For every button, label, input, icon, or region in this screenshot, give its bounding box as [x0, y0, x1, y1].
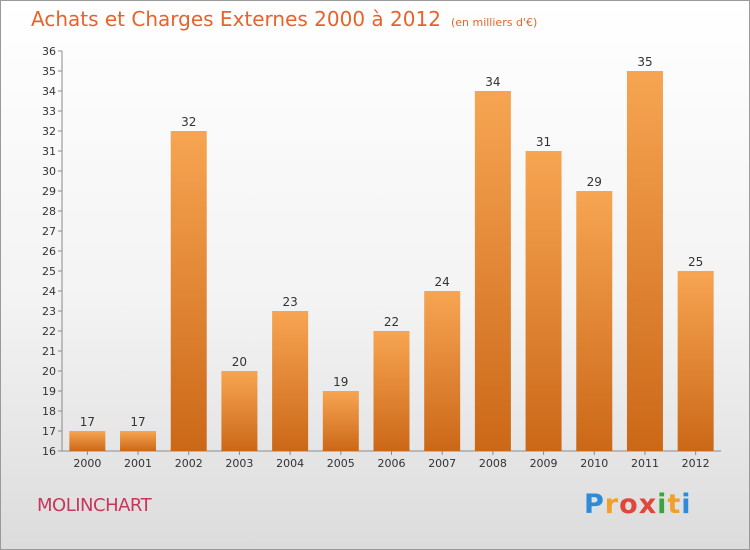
x-tick-label: 2009 — [530, 457, 558, 470]
bar — [322, 391, 359, 451]
bar-value-label: 32 — [181, 115, 196, 129]
location-name: MOLINCHART — [37, 495, 152, 516]
bar — [373, 331, 410, 451]
bar — [221, 371, 258, 451]
bar — [626, 71, 663, 451]
bar-value-label: 22 — [384, 315, 399, 329]
y-tick-label: 33 — [42, 105, 56, 118]
bar-value-label: 31 — [536, 135, 551, 149]
x-tick-label: 2004 — [276, 457, 304, 470]
bar-value-label: 23 — [282, 295, 297, 309]
y-tick-label: 30 — [42, 165, 56, 178]
y-tick-label: 17 — [42, 425, 56, 438]
bar-value-label: 25 — [688, 255, 703, 269]
y-tick-label: 24 — [42, 285, 56, 298]
y-tick-label: 21 — [42, 345, 56, 358]
y-tick-label: 29 — [42, 185, 56, 198]
y-tick-label: 26 — [42, 245, 56, 258]
chart-unit: (en milliers d'€) — [450, 16, 538, 29]
y-tick-label: 36 — [42, 45, 56, 58]
x-tick-label: 2003 — [225, 457, 253, 470]
x-tick-label: 2007 — [428, 457, 456, 470]
x-tick-label: 2002 — [175, 457, 203, 470]
x-tick-label: 2010 — [580, 457, 608, 470]
bar — [272, 311, 309, 451]
bar-value-label: 35 — [637, 55, 652, 69]
bar-value-label: 34 — [485, 75, 500, 89]
y-tick-label: 22 — [42, 325, 56, 338]
y-tick-label: 18 — [42, 405, 56, 418]
bar — [677, 271, 714, 451]
y-tick-label: 28 — [42, 205, 56, 218]
y-tick-label: 16 — [42, 445, 56, 458]
bar — [474, 91, 511, 451]
bar-value-label: 20 — [232, 355, 247, 369]
y-tick-label: 34 — [42, 85, 56, 98]
x-tick-label: 2001 — [124, 457, 152, 470]
x-tick-label: 2011 — [631, 457, 659, 470]
x-tick-label: 2006 — [378, 457, 406, 470]
x-tick-label: 2000 — [73, 457, 101, 470]
chart-title-text: Achats et Charges Externes 2000 à 2012 — [31, 7, 441, 31]
proxiti-logo: Proxiti — [584, 489, 692, 520]
y-tick-label: 25 — [42, 265, 56, 278]
bar — [170, 131, 207, 451]
y-tick-label: 31 — [42, 145, 56, 158]
y-tick-label: 27 — [42, 225, 56, 238]
y-tick-label: 32 — [42, 125, 56, 138]
bar — [576, 191, 613, 451]
x-tick-label: 2008 — [479, 457, 507, 470]
bar — [120, 431, 157, 451]
bar-value-label: 19 — [333, 375, 348, 389]
bar-value-label: 29 — [587, 175, 602, 189]
y-tick-label: 20 — [42, 365, 56, 378]
bar — [525, 151, 562, 451]
y-tick-label: 23 — [42, 305, 56, 318]
bar-value-label: 17 — [130, 415, 145, 429]
chart-title: Achats et Charges Externes 2000 à 2012 (e… — [31, 7, 537, 31]
bar-value-label: 24 — [435, 275, 450, 289]
bar — [69, 431, 106, 451]
bar-value-label: 17 — [80, 415, 95, 429]
x-tick-label: 2005 — [327, 457, 355, 470]
x-tick-label: 2012 — [682, 457, 710, 470]
bar — [424, 291, 461, 451]
y-tick-label: 35 — [42, 65, 56, 78]
y-tick-label: 19 — [42, 385, 56, 398]
